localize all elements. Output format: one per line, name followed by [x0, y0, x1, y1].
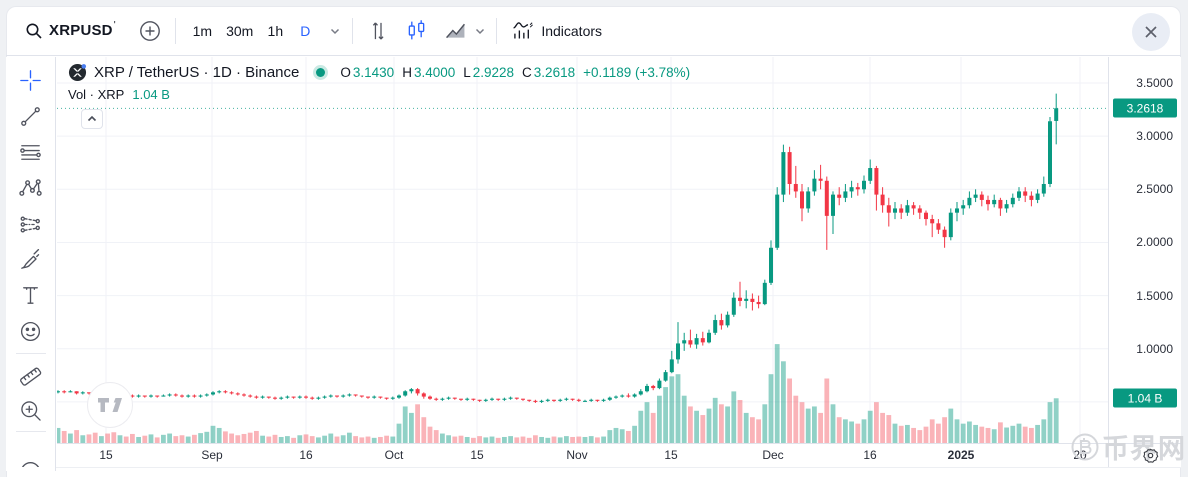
- tradingview-logo-watermark[interactable]: [87, 382, 133, 428]
- forecast-tool-icon[interactable]: [13, 206, 49, 242]
- candles-style-icon: [404, 18, 429, 43]
- price-tick-label: 1.0000: [1136, 341, 1173, 356]
- interval-button-1h[interactable]: 1h: [267, 22, 284, 39]
- time-axis-label: 20: [1073, 448, 1087, 462]
- change-value: +0.1189 (+3.78%): [583, 65, 691, 80]
- compare-button[interactable]: [131, 14, 169, 48]
- ohlc-values: O 3.1430 H 3.4000 L 2.9228 C 3.2618 +0.1189 …: [340, 65, 690, 80]
- close-label: C: [522, 65, 532, 80]
- high-value: 3.4000: [413, 65, 456, 80]
- time-axis-label: Sep: [201, 448, 223, 462]
- trend-line-tool-icon[interactable]: [13, 99, 49, 135]
- text-tool-icon[interactable]: [13, 278, 49, 314]
- time-axis-label: 15: [664, 448, 678, 462]
- time-axis-label: Oct: [384, 448, 404, 462]
- time-axis-label: Nov: [566, 448, 588, 462]
- plus-circle-icon: [138, 19, 162, 43]
- last-price-badge: 3.2618: [1113, 98, 1177, 118]
- chart-widget: [6, 6, 1181, 477]
- axis-corner: [1108, 443, 1181, 467]
- close-button[interactable]: [1132, 13, 1170, 51]
- open-label: O: [340, 65, 351, 80]
- toolbar-divider: [15, 352, 46, 354]
- volume-legend-row: Vol · XRP 1.04 B: [68, 85, 690, 104]
- toolbar-divider: [352, 17, 354, 44]
- interval-menu-button[interactable]: [324, 14, 346, 48]
- toolbar-divider: [15, 431, 46, 433]
- xrp-logo-icon: [68, 63, 87, 82]
- time-axis-label: 2025: [947, 448, 975, 462]
- chart-title: XRP / TetherUS · 1D · Binance: [94, 64, 300, 81]
- time-axis-label: 16: [863, 448, 877, 462]
- low-value: 2.9228: [472, 65, 515, 80]
- symbol-modifier-mark: ': [113, 20, 116, 31]
- style-menu-button[interactable]: [470, 14, 490, 48]
- volume-label: Vol · XRP: [68, 87, 125, 102]
- price-tick-label: 1.5000: [1136, 288, 1173, 303]
- symbol-name: XRPUSD: [49, 22, 113, 39]
- volume-badge: 1.04 B: [1113, 388, 1177, 408]
- interval-group: 1m 30m 1h D: [182, 6, 325, 55]
- price-tick-label: 3.0000: [1136, 129, 1173, 144]
- time-axis-label: Dec: [762, 448, 784, 462]
- candles-style-button[interactable]: [397, 14, 436, 48]
- bars-style-icon: [366, 19, 390, 43]
- price-tick-label: 2.5000: [1136, 182, 1173, 197]
- toolbar-divider: [174, 17, 176, 44]
- time-axis-label: 15: [99, 448, 113, 462]
- close-value: 3.2618: [533, 65, 576, 80]
- price-tick-label: 3.5000: [1136, 76, 1173, 90]
- chevron-down-icon: [328, 24, 342, 38]
- toolbar-divider: [496, 17, 498, 44]
- magnet-tool-icon[interactable]: [13, 435, 49, 471]
- time-axis[interactable]: 15 Sep 16 Oct 15 Nov 15 Dec 16 2025 20: [57, 443, 1108, 467]
- area-style-button[interactable]: [436, 14, 470, 48]
- price-axis[interactable]: 3.5000 3.0000 2.5000 2.0000 1.5000 1.0000 3.26…: [1108, 57, 1181, 443]
- interval-button-D[interactable]: D: [300, 22, 311, 39]
- bar-style-button[interactable]: [359, 14, 397, 48]
- bottom-divider: [6, 467, 1181, 468]
- volume-value: 1.04 B: [132, 87, 170, 102]
- zoom-in-tool-icon[interactable]: [13, 392, 49, 428]
- low-label: L: [463, 65, 471, 80]
- symbol-search-button[interactable]: XRPUSD ': [18, 14, 123, 48]
- interval-button-30m[interactable]: 30m: [226, 22, 254, 39]
- open-value: 3.1430: [352, 65, 395, 80]
- settings-gear-icon[interactable]: [1141, 446, 1159, 464]
- fib-retracement-tool-icon[interactable]: [13, 135, 49, 171]
- emoji-tool-icon[interactable]: [13, 314, 49, 350]
- market-status-dot: [316, 68, 326, 77]
- high-label: H: [402, 65, 412, 80]
- chevron-down-icon: [473, 24, 487, 38]
- crosshair-tool-icon[interactable]: [13, 63, 49, 99]
- indicators-icon: [510, 18, 535, 43]
- interval-button-1m[interactable]: 1m: [192, 22, 213, 39]
- indicators-button[interactable]: Indicators: [503, 14, 609, 48]
- time-axis-label: 16: [299, 448, 313, 462]
- xabcd-pattern-tool-icon[interactable]: [13, 170, 49, 206]
- indicators-label: Indicators: [541, 22, 603, 39]
- area-style-icon: [443, 18, 468, 43]
- price-tick-label: 2.0000: [1136, 235, 1173, 250]
- time-axis-label: 15: [470, 448, 484, 462]
- close-icon: [1143, 24, 1159, 40]
- ruler-tool-icon[interactable]: [13, 357, 49, 393]
- brush-tool-icon[interactable]: [13, 242, 49, 278]
- top-toolbar: XRPUSD ' 1m 30m 1h D: [6, 6, 1181, 56]
- legend-collapse-button[interactable]: [81, 109, 103, 129]
- chart-canvas[interactable]: [57, 57, 1108, 443]
- search-icon: [25, 22, 43, 40]
- drawing-toolbar: [6, 57, 56, 471]
